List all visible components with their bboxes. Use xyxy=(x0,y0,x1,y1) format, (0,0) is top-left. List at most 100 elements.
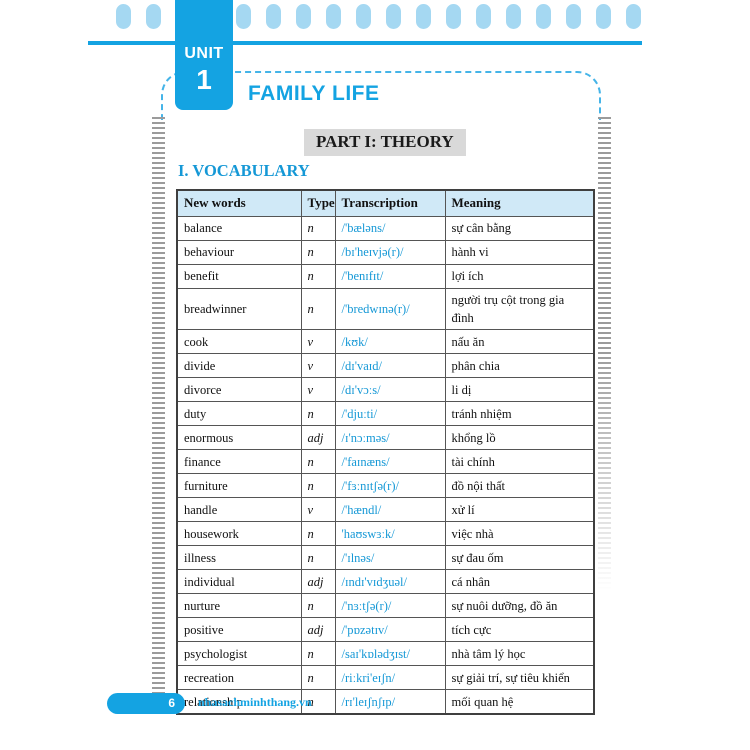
type-cell: n xyxy=(300,287,336,331)
type-cell: v xyxy=(300,353,336,379)
table-row: cook v/kʊk/nấu ăn xyxy=(176,329,595,355)
table-row: divide v/dɪ'vaɪd/phân chia xyxy=(176,353,595,379)
word-cell: positive xyxy=(176,617,302,643)
word-cell: benefit xyxy=(176,263,302,289)
header-transcription: Transcription xyxy=(334,189,446,217)
transcription-cell: /'bæləns/ xyxy=(334,215,446,241)
word-cell: cook xyxy=(176,329,302,355)
website-text: nhasachminhthang.vn xyxy=(198,695,312,709)
left-binding-edge xyxy=(152,117,165,693)
type-cell: n xyxy=(300,545,336,571)
binding-hole-icon xyxy=(476,4,491,29)
meaning-cell: khổng lồ xyxy=(444,425,595,451)
type-cell: adj xyxy=(300,569,336,595)
table-row: breadwinner n/'bredwɪnə(r)/người trụ cột … xyxy=(176,287,595,331)
type-cell: v xyxy=(300,329,336,355)
word-cell: psychologist xyxy=(176,641,302,667)
type-cell: adj xyxy=(300,617,336,643)
transcription-cell: /'djuːti/ xyxy=(334,401,446,427)
transcription-cell: /saɪ'kɒlədʒɪst/ xyxy=(334,641,446,667)
transcription-cell: /dɪ'vaɪd/ xyxy=(334,353,446,379)
meaning-cell: tích cực xyxy=(444,617,595,643)
word-cell: individual xyxy=(176,569,302,595)
table-row: balance n/'bæləns/sự cân bằng xyxy=(176,215,595,241)
header-type: Type xyxy=(300,189,336,217)
binding-hole-icon xyxy=(596,4,611,29)
part-heading: PART I: THEORY xyxy=(304,129,466,156)
header-meaning: Meaning xyxy=(444,189,595,217)
word-cell: relationship xyxy=(176,689,302,715)
meaning-cell: mối quan hệ xyxy=(444,689,595,715)
word-cell: enormous xyxy=(176,425,302,451)
word-cell: divide xyxy=(176,353,302,379)
meaning-cell: cá nhân xyxy=(444,569,595,595)
meaning-cell: sự cân bằng xyxy=(444,215,595,241)
transcription-cell: /'fɜːnɪtʃə(r)/ xyxy=(334,473,446,499)
table-row: finance n/'faɪnæns/tài chính xyxy=(176,449,595,475)
table-row: benefit n/'benɪfɪt/lợi ích xyxy=(176,263,595,289)
binding-hole-icon xyxy=(416,4,431,29)
meaning-cell: nấu ăn xyxy=(444,329,595,355)
binding-hole-icon xyxy=(386,4,401,29)
table-row: furniture n/'fɜːnɪtʃə(r)/đồ nội thất xyxy=(176,473,595,499)
word-cell: nurture xyxy=(176,593,302,619)
type-cell: v xyxy=(300,377,336,403)
table-row: psychologist n/saɪ'kɒlədʒɪst/nhà tâm lý h… xyxy=(176,641,595,667)
transcription-cell: /ɪndɪ'vɪdʒuəl/ xyxy=(334,569,446,595)
word-cell: recreation xyxy=(176,665,302,691)
meaning-cell: xử lí xyxy=(444,497,595,523)
transcription-cell: /'bredwɪnə(r)/ xyxy=(334,287,446,331)
unit-label: UNIT xyxy=(184,45,224,62)
meaning-cell: sự nuôi dưỡng, đồ ăn xyxy=(444,593,595,619)
top-divider-line xyxy=(88,41,642,45)
meaning-cell: nhà tâm lý học xyxy=(444,641,595,667)
type-cell: n xyxy=(300,665,336,691)
table-row: individual adj/ɪndɪ'vɪdʒuəl/cá nhân xyxy=(176,569,595,595)
type-cell: n xyxy=(300,689,336,715)
table-row: housework n'haʊswɜːk/việc nhà xyxy=(176,521,595,547)
binding-hole-icon xyxy=(356,4,371,29)
type-cell: adj xyxy=(300,425,336,451)
transcription-cell: /'faɪnæns/ xyxy=(334,449,446,475)
type-cell: n xyxy=(300,401,336,427)
transcription-cell: /'pɒzətɪv/ xyxy=(334,617,446,643)
word-cell: divorce xyxy=(176,377,302,403)
dashed-frame xyxy=(161,71,601,120)
word-cell: behaviour xyxy=(176,239,302,265)
meaning-cell: phân chia xyxy=(444,353,595,379)
transcription-cell: /'ɪlnəs/ xyxy=(334,545,446,571)
transcription-cell: /bɪ'heɪvjə(r)/ xyxy=(334,239,446,265)
table-row: recreation n/riːkri'eɪʃn/sự giải trí, sự … xyxy=(176,665,595,691)
meaning-cell: li dị xyxy=(444,377,595,403)
table-row: positive adj/'pɒzətɪv/tích cực xyxy=(176,617,595,643)
type-cell: n xyxy=(300,593,336,619)
word-cell: balance xyxy=(176,215,302,241)
word-cell: breadwinner xyxy=(176,287,302,331)
type-cell: n xyxy=(300,449,336,475)
table-row: illness n/'ɪlnəs/sự đau ốm xyxy=(176,545,595,571)
binding-hole-icon xyxy=(116,4,131,29)
type-cell: n xyxy=(300,239,336,265)
binding-hole-icon xyxy=(446,4,461,29)
unit-title: FAMILY LIFE xyxy=(248,82,380,105)
table-row: enormous adj/ɪ'nɔːməs/khổng lồ xyxy=(176,425,595,451)
word-cell: housework xyxy=(176,521,302,547)
unit-badge: UNIT 1 xyxy=(175,0,233,110)
binding-hole-icon xyxy=(146,4,161,29)
table-row: nurture n/'nɜːtʃə(r)/sự nuôi dưỡng, đồ ăn xyxy=(176,593,595,619)
right-binding-edge xyxy=(598,117,611,633)
table-row: relationship n/rɪ'leɪʃnʃɪp/mối quan hệ xyxy=(176,689,595,715)
word-cell: illness xyxy=(176,545,302,571)
meaning-cell: tài chính xyxy=(444,449,595,475)
binding-hole-icon xyxy=(236,4,251,29)
transcription-cell: /kʊk/ xyxy=(334,329,446,355)
meaning-cell: lợi ích xyxy=(444,263,595,289)
meaning-cell: sự đau ốm xyxy=(444,545,595,571)
transcription-cell: /rɪ'leɪʃnʃɪp/ xyxy=(334,689,446,715)
transcription-cell: /dɪ'vɔːs/ xyxy=(334,377,446,403)
page-number-badge: 6 xyxy=(107,693,185,714)
table-row: handle v/'hændl/xử lí xyxy=(176,497,595,523)
word-cell: finance xyxy=(176,449,302,475)
word-cell: handle xyxy=(176,497,302,523)
